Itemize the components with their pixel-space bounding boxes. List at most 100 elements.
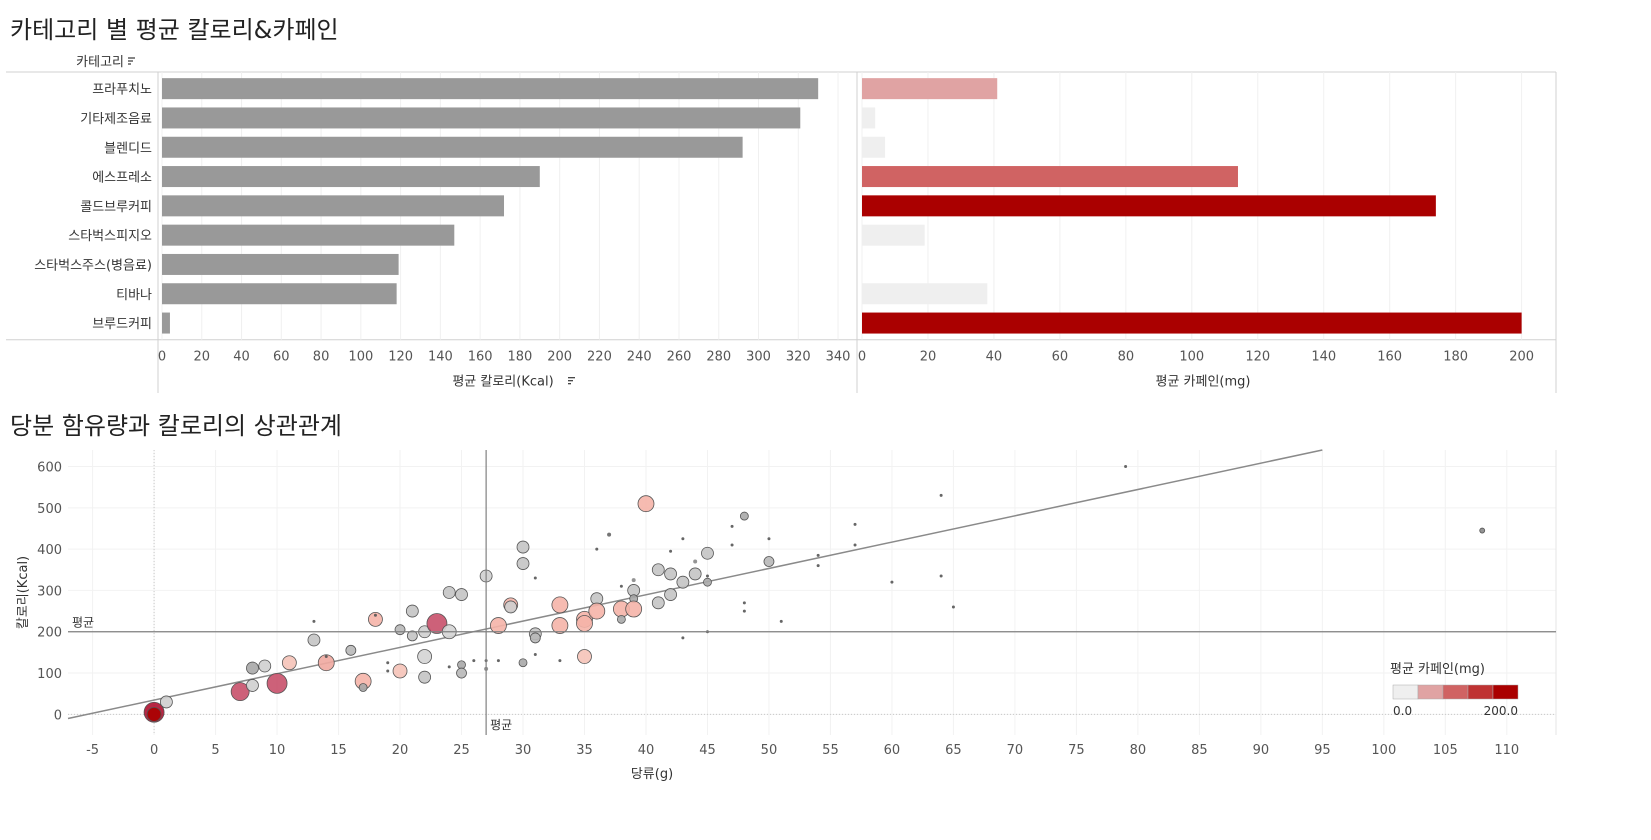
bar xyxy=(162,253,399,275)
category-label: 브루드커피 xyxy=(92,317,152,332)
data-point xyxy=(730,524,734,528)
data-point xyxy=(664,567,677,581)
tick-label: 280 xyxy=(706,350,731,365)
data-point xyxy=(1479,527,1486,534)
data-point xyxy=(455,588,468,601)
category-label: 콜드브루커피 xyxy=(80,200,152,215)
x-tick-label: 45 xyxy=(699,743,716,758)
data-point xyxy=(693,559,698,564)
data-point xyxy=(681,537,685,541)
y-tick-label: 500 xyxy=(37,502,62,517)
data-point xyxy=(588,602,606,620)
data-point xyxy=(576,615,593,632)
x-tick-label: 105 xyxy=(1433,743,1458,758)
tick-label: 320 xyxy=(786,350,811,365)
x-tick-label: 70 xyxy=(1007,743,1024,758)
data-point xyxy=(516,540,530,554)
tick-label: 300 xyxy=(746,350,771,365)
tick-label: 80 xyxy=(1118,350,1135,365)
data-point xyxy=(266,672,288,694)
data-point xyxy=(490,617,507,634)
x-tick-label: 110 xyxy=(1494,743,1519,758)
bar xyxy=(162,312,170,334)
data-point xyxy=(418,670,432,684)
data-point xyxy=(551,596,569,614)
data-point xyxy=(317,654,335,672)
tick-label: 20 xyxy=(920,350,937,365)
tick-label: 140 xyxy=(428,350,453,365)
axis-title: 평균 카페인(mg) xyxy=(1156,375,1251,390)
bar xyxy=(862,224,925,246)
data-point xyxy=(616,614,626,624)
data-point xyxy=(763,556,775,567)
category-label: 블렌디드 xyxy=(104,141,152,156)
category-label: 프라푸치노 xyxy=(92,83,152,98)
data-point xyxy=(456,667,467,679)
bar xyxy=(862,107,876,129)
data-point xyxy=(516,557,530,570)
tick-label: 180 xyxy=(507,350,532,365)
data-point xyxy=(637,495,655,513)
data-point xyxy=(607,532,612,537)
sort-icon xyxy=(568,377,575,385)
data-point xyxy=(703,577,712,587)
bar xyxy=(862,166,1238,188)
data-point xyxy=(651,596,665,610)
legend-swatch xyxy=(1417,684,1444,700)
bar xyxy=(162,107,801,129)
legend-swatch xyxy=(1392,684,1419,700)
x-tick-label: 40 xyxy=(638,743,655,758)
tick-label: 20 xyxy=(193,350,210,365)
y-tick-label: 200 xyxy=(37,626,62,641)
data-point xyxy=(307,633,321,647)
tick-label: 100 xyxy=(348,350,373,365)
data-point xyxy=(417,649,433,664)
x-tick-label: 80 xyxy=(1130,743,1147,758)
tick-label: 340 xyxy=(826,350,851,365)
data-point xyxy=(324,655,328,659)
data-point xyxy=(472,659,476,663)
tick-label: 120 xyxy=(1245,350,1270,365)
data-point xyxy=(406,630,418,642)
tick-label: 140 xyxy=(1311,350,1336,365)
data-point xyxy=(246,661,259,675)
category-label: 스타벅스주스(병음료) xyxy=(34,258,152,273)
y-tick-label: 100 xyxy=(37,667,62,682)
data-point xyxy=(496,659,500,663)
data-point xyxy=(558,659,562,663)
legend-min-label: 0.0 xyxy=(1393,704,1412,718)
data-point xyxy=(681,636,685,640)
category-label: 스타벅스피지오 xyxy=(68,229,152,244)
data-point xyxy=(246,679,259,692)
tick-label: 260 xyxy=(667,350,692,365)
data-point xyxy=(447,665,451,669)
tick-label: 120 xyxy=(388,350,413,365)
data-point xyxy=(701,546,714,560)
data-point xyxy=(577,649,592,664)
y-tick-label: 600 xyxy=(37,461,62,476)
data-point xyxy=(742,601,746,605)
data-point xyxy=(504,600,518,614)
tick-label: 0 xyxy=(858,350,866,365)
x-tick-label: 90 xyxy=(1253,743,1270,758)
data-point xyxy=(619,584,623,588)
x-tick-label: 30 xyxy=(515,743,532,758)
legend-swatch xyxy=(1492,684,1519,700)
data-point xyxy=(426,613,448,634)
x-tick-label: 15 xyxy=(330,743,347,758)
tick-label: 200 xyxy=(547,350,572,365)
data-point xyxy=(688,567,702,581)
category-header: 카테고리 xyxy=(76,55,124,70)
tick-label: 240 xyxy=(627,350,652,365)
chart-title-bar: 카테고리 별 평균 칼로리&카페인 xyxy=(10,16,339,44)
data-point xyxy=(676,575,690,589)
x-tick-label: 5 xyxy=(211,743,219,758)
x-tick-label: 60 xyxy=(884,743,901,758)
data-point xyxy=(890,580,894,584)
tick-label: 0 xyxy=(158,350,166,365)
x-tick-label: 0 xyxy=(150,743,158,758)
bar xyxy=(862,283,988,305)
x-tick-label: 35 xyxy=(576,743,593,758)
data-point xyxy=(345,644,357,656)
